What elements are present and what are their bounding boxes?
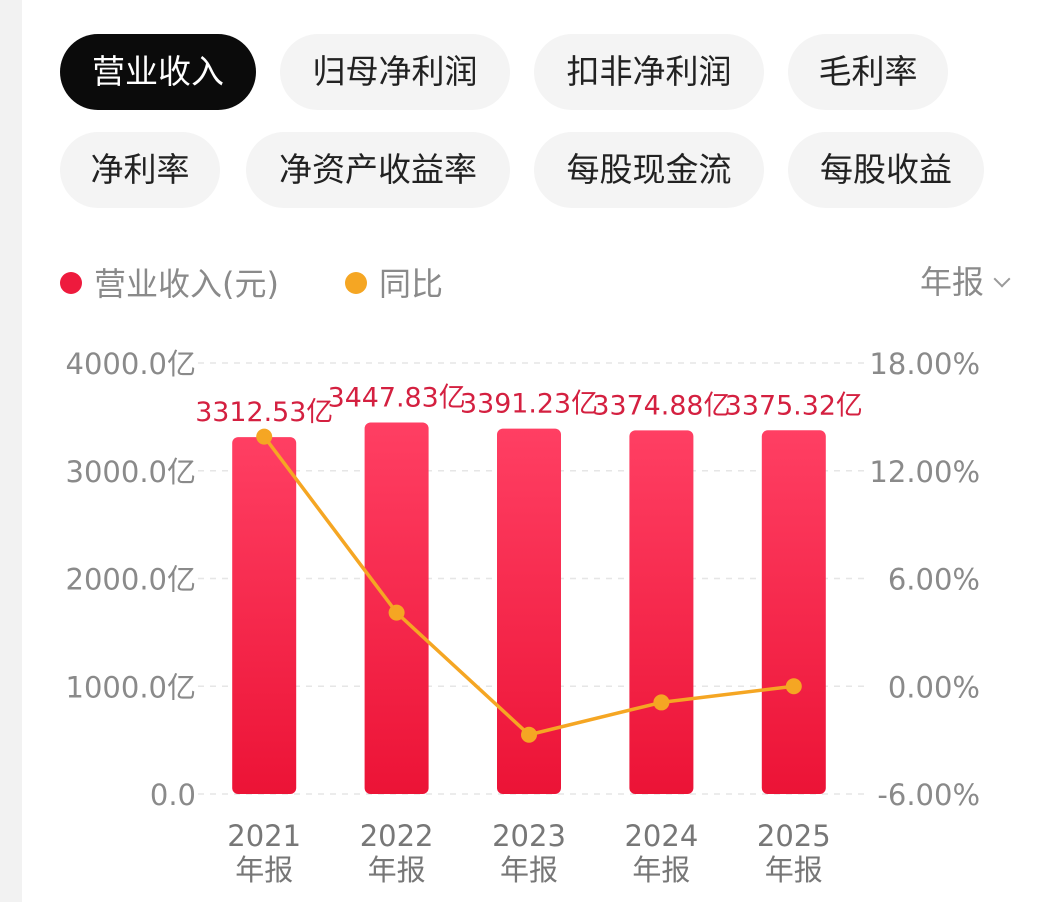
tab-net-margin[interactable]: 净利率 (60, 132, 220, 208)
orange-dot-icon (345, 272, 367, 294)
tab-cashflow-per-share[interactable]: 每股现金流 (534, 132, 764, 208)
tab-revenue[interactable]: 营业收入 (60, 34, 256, 110)
y-left-tick-label: 4000.0亿 (66, 347, 196, 381)
x-tick-label: 2024 (624, 819, 698, 853)
bar-value-label: 3391.23亿 (460, 389, 598, 420)
yoy-point (653, 694, 670, 711)
yoy-point (388, 604, 405, 621)
x-tick-label: 年报 (765, 853, 823, 887)
y-left-tick-label: 1000.0亿 (66, 670, 196, 704)
red-dot-icon (60, 272, 82, 294)
tab-roe[interactable]: 净资产收益率 (246, 132, 510, 208)
x-tick-label: 2022 (360, 819, 434, 853)
legend-revenue-label: 营业收入(元) (94, 265, 279, 303)
y-right-tick-label: 12.00% (869, 455, 980, 489)
bar (761, 430, 826, 794)
y-right-tick-label: 0.00% (888, 670, 980, 704)
x-tick-label: 年报 (235, 853, 293, 887)
tab-net-profit[interactable]: 归母净利润 (280, 34, 510, 110)
period-selector[interactable]: 年报 (920, 258, 1011, 306)
bar-value-label: 3312.53亿 (195, 397, 333, 428)
revenue-chart: 0.0 1000.0亿 2000.0亿 3000.0亿 4000.0亿 -6.00% 0.0… (66, 347, 980, 887)
x-tick-label: 2021 (227, 819, 301, 853)
yoy-point (785, 678, 802, 695)
y-right-tick-label: -6.00% (877, 778, 980, 812)
y-left-tick-label: 0.0 (150, 778, 196, 812)
metric-tabs: 营业收入 归母净利润 扣非净利润 毛利率 净利率 净资产收益率 每股现金流 每股… (22, 0, 1052, 230)
financial-card: 营业收入 归母净利润 扣非净利润 毛利率 净利率 净资产收益率 每股现金流 每股… (22, 0, 1052, 902)
tab-gross-margin[interactable]: 毛利率 (788, 34, 948, 110)
y-left-tick-label: 2000.0亿 (66, 563, 196, 597)
bar-value-label: 3447.83亿 (328, 382, 466, 413)
bar-value-label: 3374.88亿 (592, 390, 730, 421)
x-tick-label: 2025 (757, 819, 831, 853)
yoy-point (256, 428, 273, 445)
yoy-point (521, 726, 537, 743)
period-selector-label: 年报 (920, 263, 985, 301)
x-tick-label: 年报 (632, 853, 690, 887)
legend-yoy: 同比 (345, 262, 443, 306)
bar (497, 428, 561, 794)
tab-deducted-net-profit[interactable]: 扣非净利润 (534, 34, 764, 110)
y-right-tick-label: 6.00% (888, 563, 980, 597)
legend-yoy-label: 同比 (379, 265, 444, 303)
y-left-tick-label: 3000.0亿 (66, 455, 196, 489)
bar (232, 437, 297, 794)
legend-revenue: 营业收入(元) (60, 262, 279, 306)
bar-value-label: 3375.32亿 (725, 390, 863, 421)
x-tick-label: 年报 (500, 853, 558, 887)
x-tick-label: 年报 (368, 853, 426, 887)
x-tick-label: 2023 (492, 819, 566, 853)
tab-eps[interactable]: 每股收益 (788, 132, 984, 208)
y-right-tick-label: 18.00% (869, 347, 980, 381)
bar (629, 430, 694, 794)
